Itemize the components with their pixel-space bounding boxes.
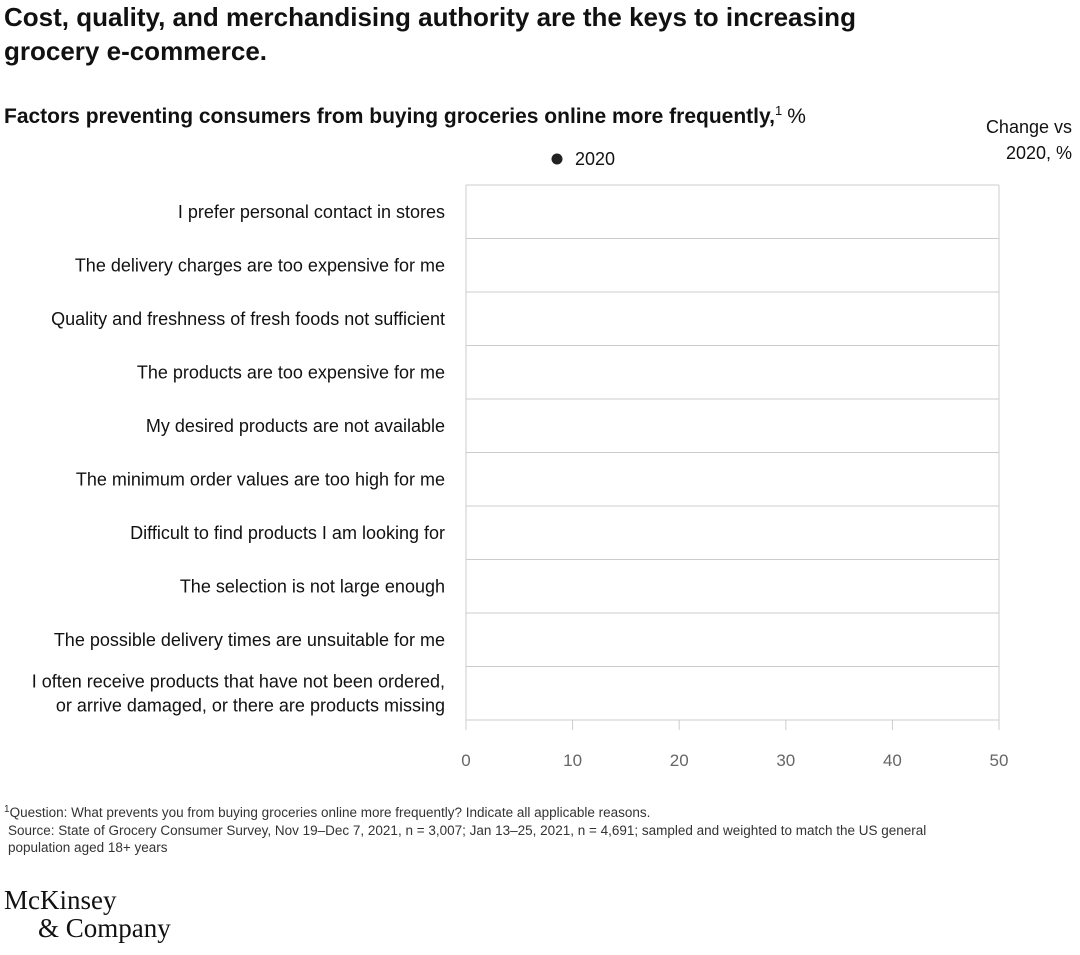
legend-marker (551, 153, 563, 165)
category-label-line: I prefer personal contact in stores (178, 202, 445, 222)
category-label-line: The delivery charges are too expensive f… (75, 255, 445, 275)
category-label: Quality and freshness of fresh foods not… (51, 309, 445, 329)
category-label: Difficult to find products I am looking … (130, 523, 445, 543)
logo: McKinsey (4, 885, 117, 915)
category-label: The delivery charges are too expensive f… (75, 255, 445, 275)
chart-title: Cost, quality, and merchandising authori… (4, 2, 856, 32)
category-label-line: Difficult to find products I am looking … (130, 523, 445, 543)
column-header: 2020, % (1006, 143, 1072, 163)
subtitle-unit: % (787, 105, 806, 128)
category-label: I prefer personal contact in stores (178, 202, 445, 222)
category-label-line: The minimum order values are too high fo… (76, 469, 445, 489)
x-tick-label: 40 (883, 751, 902, 770)
x-tick-label: 20 (670, 751, 689, 770)
legend-label: 2020 (575, 149, 615, 169)
subtitle-text: Factors preventing consumers from buying… (4, 105, 775, 128)
x-tick-label: 50 (990, 751, 1009, 770)
category-label: The selection is not large enough (180, 576, 445, 596)
source: Source: State of Grocery Consumer Survey… (8, 823, 926, 838)
category-label-line: I often receive products that have not b… (32, 671, 445, 691)
category-label-line: My desired products are not available (146, 416, 445, 436)
chart-subtitle: Factors preventing consumers from buying… (4, 103, 806, 128)
category-label: The products are too expensive for me (137, 362, 445, 382)
subtitle-footnote: 1 (775, 103, 782, 118)
category-label: I often receive products that have not b… (32, 671, 445, 715)
footnote-marker: 1 (4, 804, 10, 815)
category-label-line: The products are too expensive for me (137, 362, 445, 382)
category-label-line: The possible delivery times are unsuitab… (54, 630, 445, 650)
x-tick-label: 0 (461, 751, 470, 770)
category-label: The possible delivery times are unsuitab… (54, 630, 445, 650)
category-label: My desired products are not available (146, 416, 445, 436)
category-label-line: The selection is not large enough (180, 576, 445, 596)
category-label: The minimum order values are too high fo… (76, 469, 445, 489)
logo: & Company (38, 913, 171, 943)
x-tick-label: 30 (776, 751, 795, 770)
category-label-line: Quality and freshness of fresh foods not… (51, 309, 445, 329)
x-tick-label: 10 (563, 751, 582, 770)
footnote-text: Question: What prevents you from buying … (10, 805, 651, 820)
source: population aged 18+ years (8, 840, 168, 855)
category-label-line: or arrive damaged, or there are products… (56, 695, 445, 715)
footnote: 1Question: What prevents you from buying… (4, 804, 650, 820)
column-header: Change vs (986, 117, 1072, 137)
chart-title: grocery e-commerce. (4, 36, 267, 66)
